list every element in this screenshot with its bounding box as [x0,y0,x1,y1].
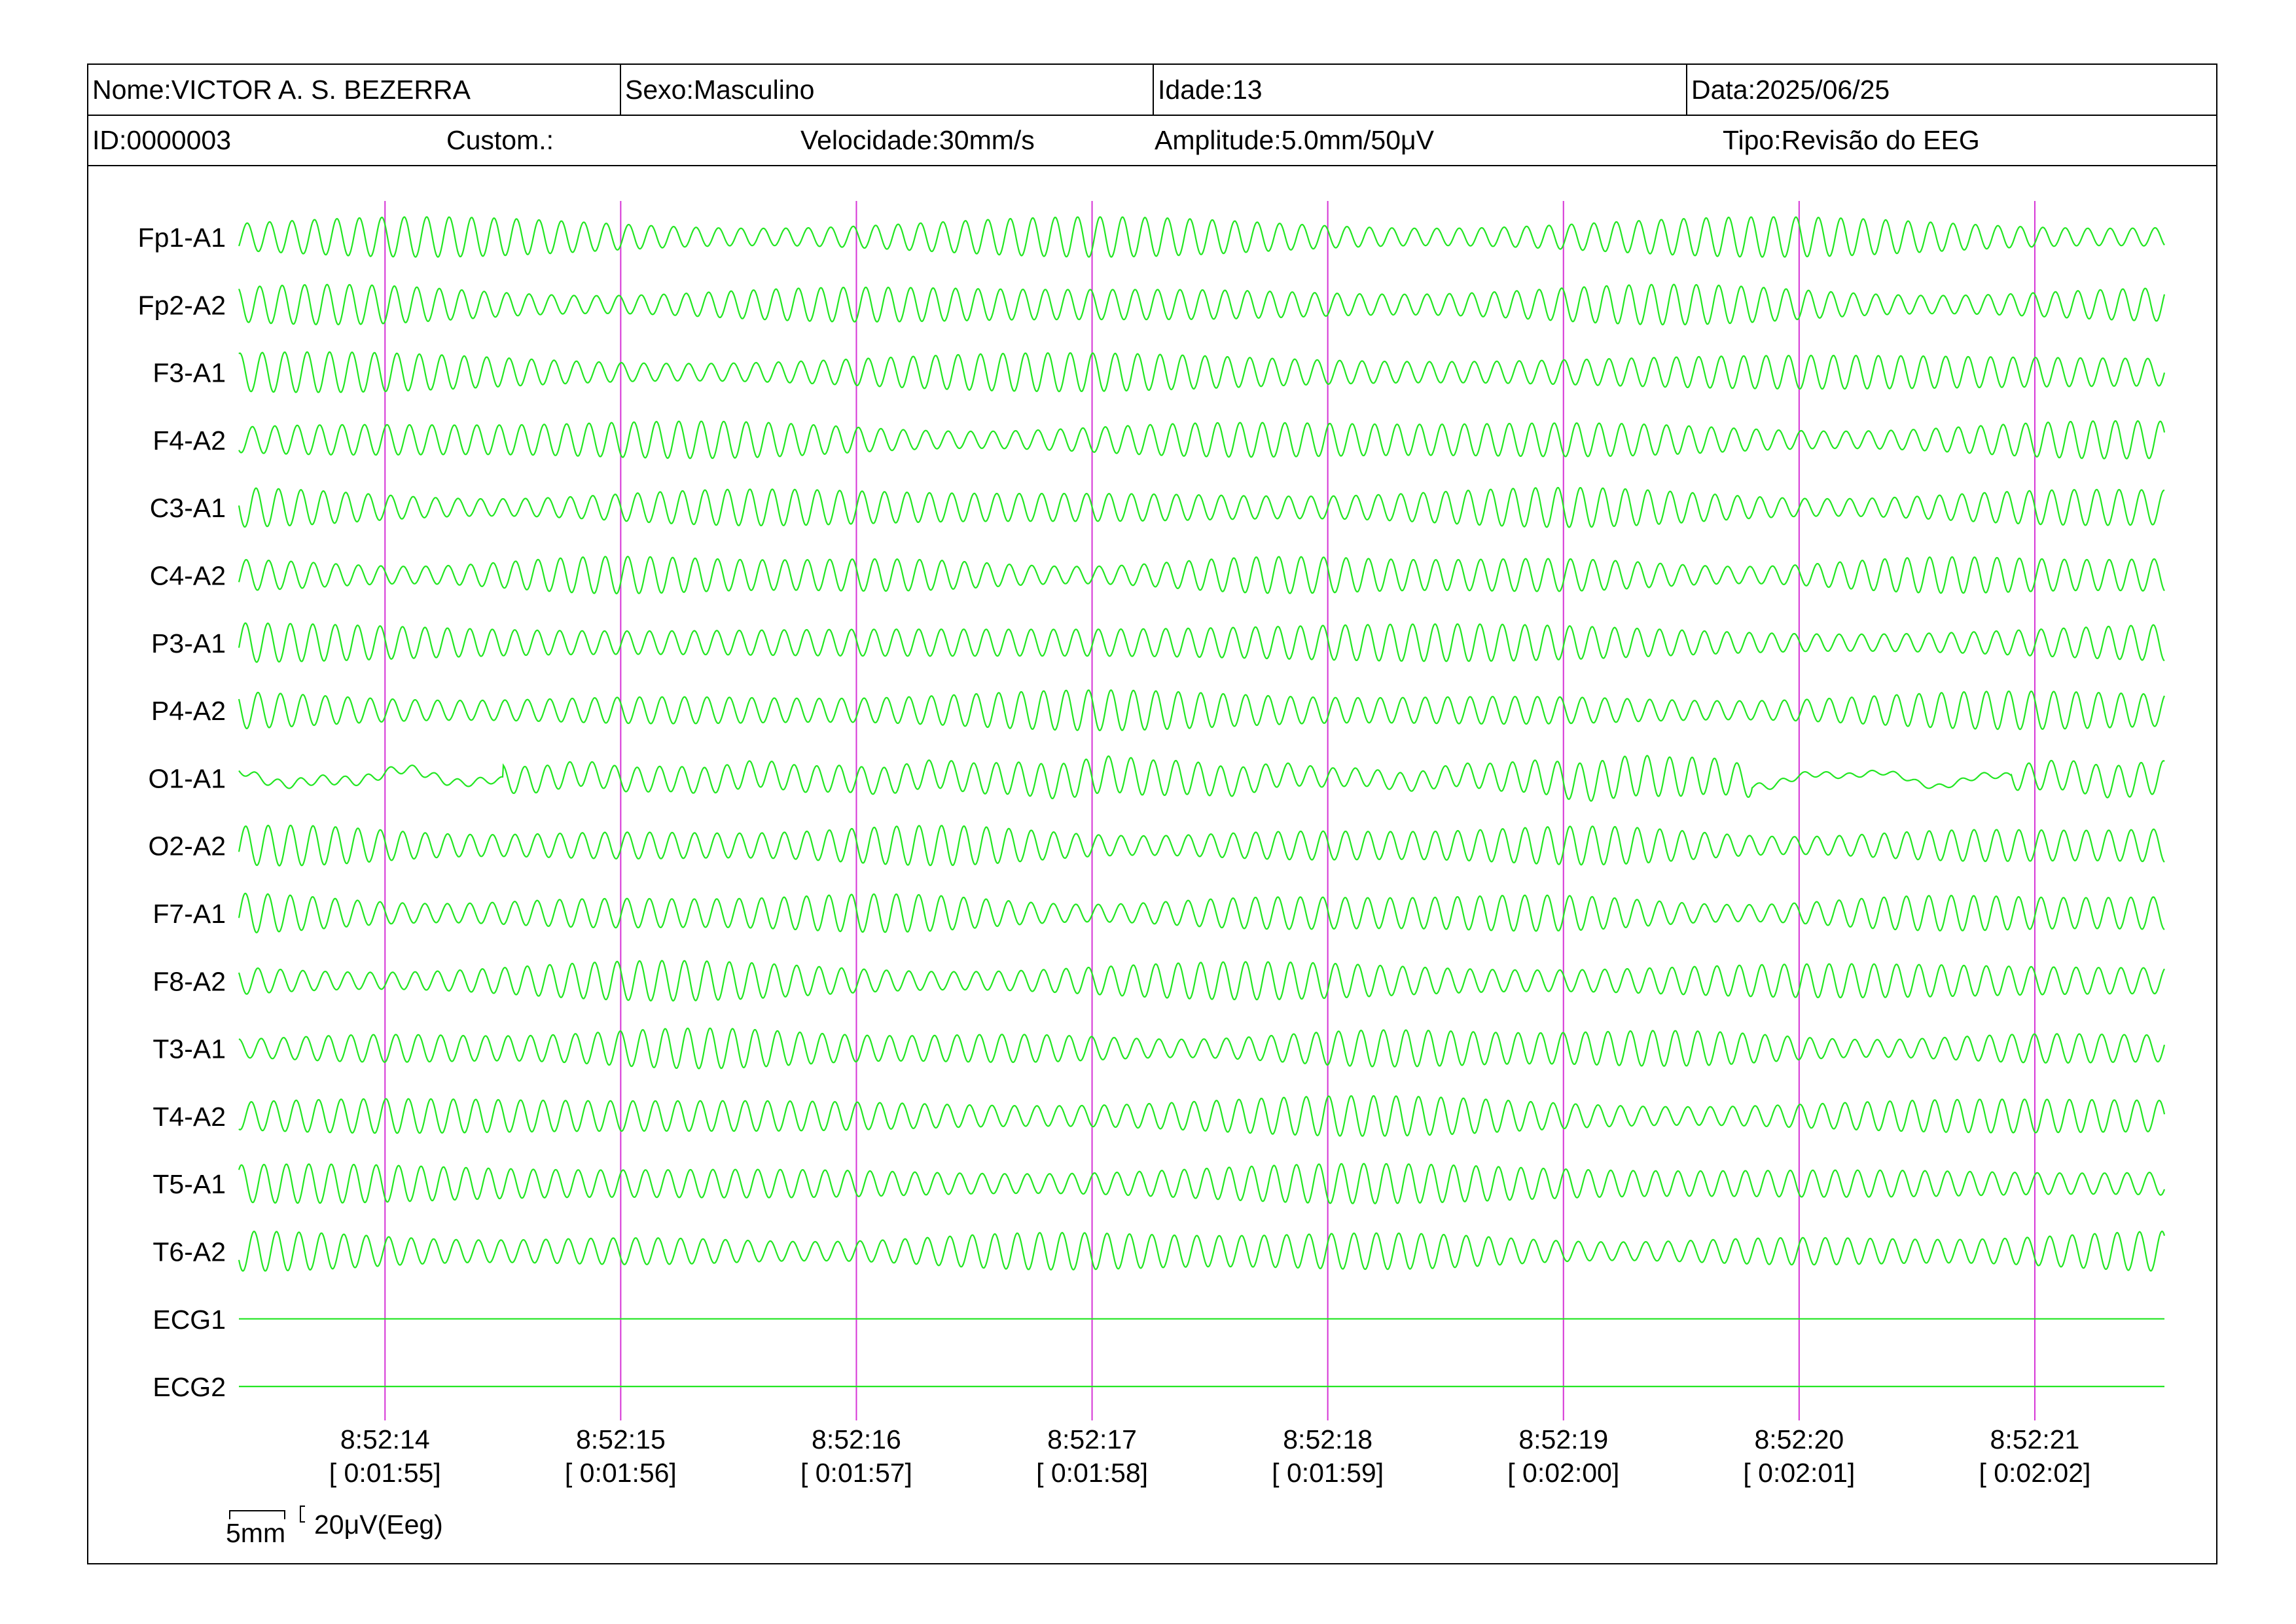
channel-trace [238,1230,2166,1272]
amplitude-scale-label: 20μV(Eeg) [314,1509,443,1540]
time-axis-labels: 8:52:14 [ 0:01:55] 8:52:15 [ 0:01:56] 8:52:1… [329,1424,2091,1488]
patient-name: Nome:VICTOR A. S. BEZERRA [92,74,471,105]
channel-trace [238,216,2165,258]
tick-elapsed-label: [ 0:01:56] [565,1458,677,1488]
channel-label: P3-A1 [151,628,226,659]
channel-label: Fp2-A2 [138,290,226,320]
custom-field: Custom.: [446,125,554,155]
tick-time-label: 8:52:15 [576,1424,666,1454]
sweep-speed: Velocidade:30mm/s [800,125,1035,155]
report-frame: Nome:VICTOR A. S. BEZERRA Sexo:Masculino… [87,63,2217,1564]
tick-elapsed-label: [ 0:02:02] [1979,1458,2090,1488]
channel-label: T6-A2 [152,1237,226,1267]
tick-time-label: 8:52:20 [1754,1424,1844,1454]
channel-trace [238,1163,2166,1204]
channel-label: C4-A2 [150,561,226,591]
channel-label: T4-A2 [152,1102,226,1132]
channel-trace [238,755,2165,803]
tick-elapsed-label: [ 0:01:58] [1036,1458,1148,1488]
scale-bar: 5mm 20μV(Eeg) [226,1506,443,1548]
eeg-traces [238,216,2166,1388]
patient-age: Idade:13 [1153,65,1263,115]
review-type: Tipo:Revisão do EEG [1723,125,1980,155]
channel-label: Fp1-A1 [138,223,226,253]
record-date: Data:2025/06/25 [1686,65,1890,115]
tick-elapsed-label: [ 0:01:55] [329,1458,441,1488]
channel-trace [238,892,2165,934]
patient-sex: Sexo:Masculino [620,65,814,115]
tick-elapsed-label: [ 0:02:01] [1743,1458,1855,1488]
channel-trace [238,824,2165,867]
channel-label: F7-A1 [152,899,226,929]
channel-label: ECG1 [152,1305,226,1335]
channel-label: F3-A1 [152,358,226,388]
tick-time-label: 8:52:17 [1047,1424,1137,1454]
second-markers [384,201,2036,1420]
channel-label: F8-A2 [152,966,226,996]
amplitude-setting: Amplitude:5.0mm/50μV [1155,125,1434,155]
channel-trace [238,351,2166,393]
channel-label: ECG2 [152,1372,226,1402]
channel-trace [238,1095,2166,1137]
channel-label: P4-A2 [151,696,226,726]
channel-labels: Fp1-A1 Fp2-A2 F3-A1 F4-A2 C3-A1 C4-A2 P3-A1 P4-… [138,223,226,1402]
tick-elapsed-label: [ 0:02:00] [1507,1458,1619,1488]
amplitude-scale-bracket [300,1506,305,1523]
recording-info-row: ID:0000003 Custom.: Velocidade:30mm/s Am… [88,116,2216,166]
channel-trace [238,622,2165,663]
channel-trace [238,1027,2166,1070]
channel-trace [238,960,2165,1002]
channel-trace [238,556,2165,595]
channel-trace [238,486,2165,528]
channel-label: T3-A1 [152,1034,226,1064]
patient-info-row: Nome:VICTOR A. S. BEZERRA Sexo:Masculino… [88,65,2216,116]
tick-time-label: 8:52:19 [1518,1424,1608,1454]
channel-trace [238,283,2166,326]
channel-trace [238,420,2166,460]
channel-label: O2-A2 [149,831,226,861]
tick-time-label: 8:52:14 [340,1424,430,1454]
tick-elapsed-label: [ 0:01:59] [1272,1458,1384,1488]
channel-trace [238,689,2166,732]
channel-label: F4-A2 [152,425,226,456]
tick-time-label: 8:52:18 [1283,1424,1372,1454]
channel-label: C3-A1 [150,493,226,523]
time-scale-bracket [229,1510,285,1519]
channel-label: T5-A1 [152,1169,226,1199]
tick-time-label: 8:52:16 [812,1424,901,1454]
tick-elapsed-label: [ 0:01:57] [800,1458,912,1488]
time-scale-label: 5mm [226,1518,285,1548]
tick-time-label: 8:52:21 [1990,1424,2080,1454]
channel-label: O1-A1 [149,763,226,793]
record-id: ID:0000003 [92,125,232,155]
